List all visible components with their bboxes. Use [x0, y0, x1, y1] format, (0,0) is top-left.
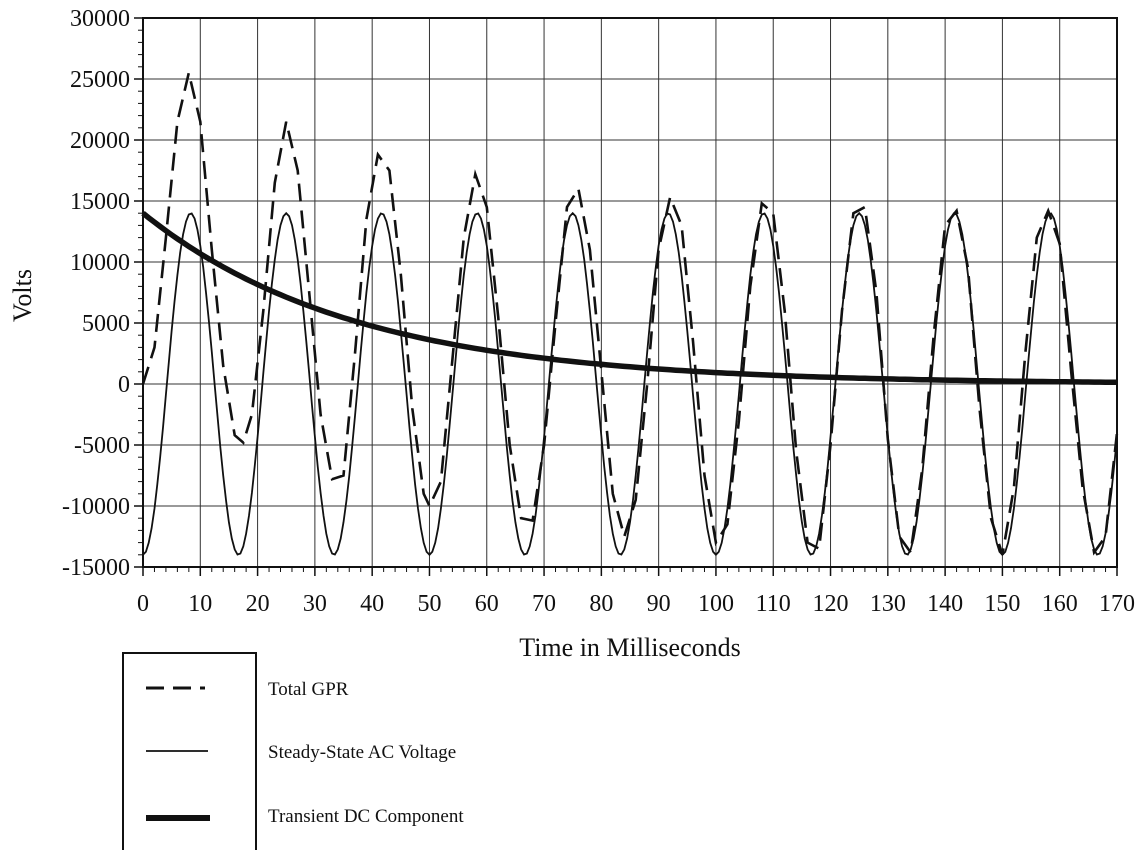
x-tick-label: 40 [360, 591, 384, 617]
legend: Total GPR Steady-State AC Voltage Transi… [122, 652, 464, 850]
x-tick-label: 50 [417, 591, 441, 617]
x-axis-title: Time in Milliseconds [519, 633, 741, 662]
x-tick-label: 120 [813, 591, 849, 617]
x-tick-label: 70 [532, 591, 556, 617]
x-tick-label: 130 [870, 591, 906, 617]
x-tick-label: 80 [589, 591, 613, 617]
y-tick-label: -15000 [62, 555, 130, 581]
x-tick-label: 10 [188, 591, 212, 617]
y-axis-title: Volts [8, 269, 37, 322]
y-tick-label: 15000 [70, 189, 130, 215]
x-tick-label: 100 [698, 591, 734, 617]
y-tick-label: 25000 [70, 67, 130, 93]
y-tick-label: -5000 [74, 433, 130, 459]
x-tick-label: 0 [137, 591, 149, 617]
x-tick-label: 110 [756, 591, 791, 617]
x-tick-label: 30 [303, 591, 327, 617]
legend-label-transient-dc: Transient DC Component [268, 806, 464, 827]
series-layer [141, 72, 1119, 557]
y-tick-label: 20000 [70, 128, 130, 154]
y-tick-label: -10000 [62, 494, 130, 520]
y-tick-label: 0 [118, 372, 130, 398]
x-tick-label: 160 [1042, 591, 1078, 617]
series-line-total-gpr [141, 72, 1119, 556]
x-tick-label: 170 [1099, 591, 1135, 617]
x-tick-label: 140 [927, 591, 963, 617]
y-tick-label: 10000 [70, 250, 130, 276]
series-line-transient-dc [141, 211, 1118, 386]
legend-box [122, 652, 257, 850]
y-tick-label: 30000 [70, 6, 130, 32]
y-tick-label: 5000 [82, 311, 130, 337]
y-axis-ticks: -15000 -10000 -5000 0 5000 10000 15000 20000 250… [62, 6, 143, 581]
x-tick-label: 90 [647, 591, 671, 617]
x-axis-ticks: 0 10 20 30 40 50 60 70 80 90 100 110 120 130 140 150 160… [137, 567, 1135, 617]
x-tick-label: 60 [475, 591, 499, 617]
x-tick-label: 20 [246, 591, 270, 617]
plot-frame [142, 17, 1118, 568]
legend-label-steady-state-ac: Steady-State AC Voltage [268, 742, 456, 763]
legend-label-total-gpr: Total GPR [268, 679, 349, 700]
x-tick-label: 150 [984, 591, 1020, 617]
